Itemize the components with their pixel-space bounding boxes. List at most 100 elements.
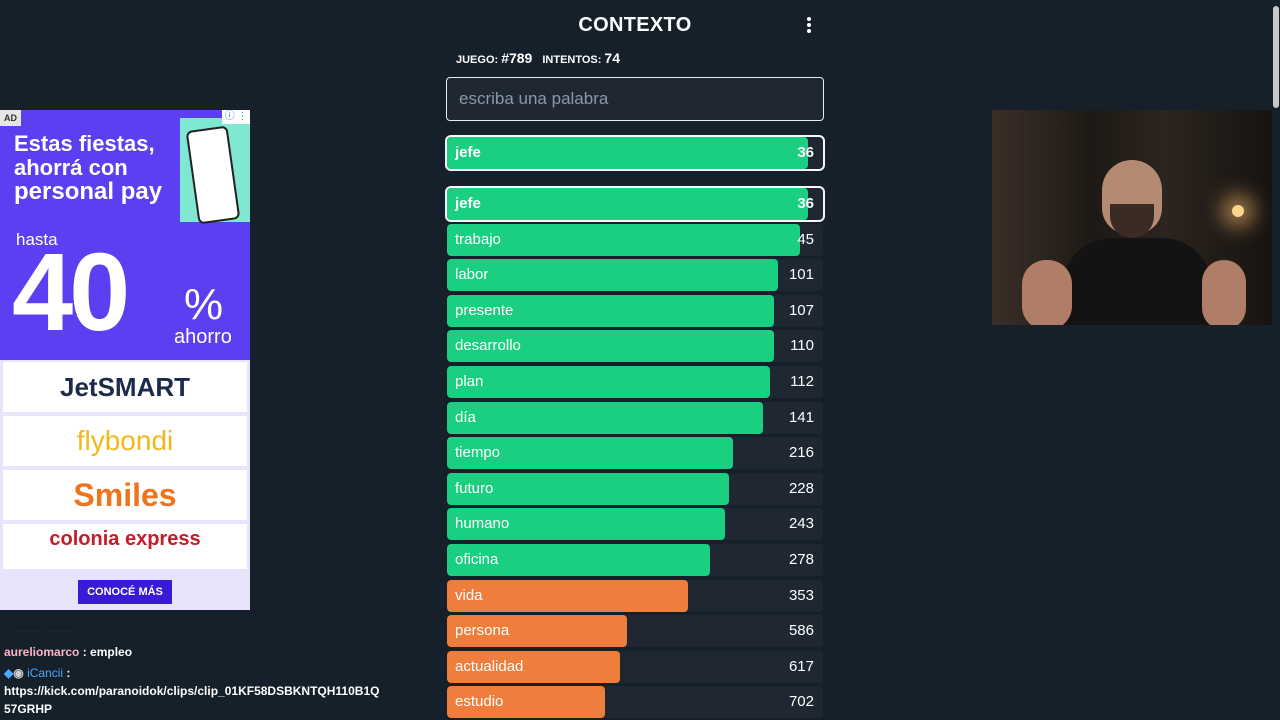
guess-rank: 36 bbox=[797, 195, 814, 212]
game-label: JUEGO: bbox=[456, 54, 499, 66]
guess-row: desarrollo 110 bbox=[447, 330, 823, 362]
guess-proximity-bar bbox=[447, 615, 628, 647]
guess-rank: 112 bbox=[790, 373, 814, 390]
guess-proximity-bar bbox=[447, 402, 763, 434]
guess-proximity-bar bbox=[447, 580, 688, 612]
ad-cta-button[interactable]: CONOCÉ MÁS bbox=[78, 580, 172, 604]
phone-illustration bbox=[180, 118, 250, 225]
chat-link[interactable]: https://kick.com/paranoidok/clips/clip_0… bbox=[4, 684, 380, 698]
guess-proximity-bar bbox=[447, 651, 620, 683]
last-guess-word: jefe bbox=[455, 144, 481, 161]
guess-word: labor bbox=[455, 266, 489, 283]
guess-rank: 216 bbox=[788, 444, 814, 461]
scrollbar-track[interactable] bbox=[1272, 0, 1280, 720]
guess-proximity-bar bbox=[447, 224, 801, 256]
guess-proximity-bar bbox=[447, 330, 775, 362]
app-title: CONTEXTO bbox=[578, 14, 692, 36]
guess-row: jefe 36 bbox=[445, 186, 825, 222]
guess-word: persona bbox=[455, 622, 510, 639]
guess-row: día 141 bbox=[447, 402, 823, 434]
guess-row: labor 101 bbox=[447, 259, 823, 291]
guess-word: trabajo bbox=[455, 231, 501, 248]
guess-rank: 141 bbox=[788, 409, 814, 426]
ad-headline-line: personal pay bbox=[14, 178, 163, 205]
guess-word: plan bbox=[455, 373, 484, 390]
guess-row: oficina 278 bbox=[447, 544, 823, 576]
chat-badge-icon: ◉ bbox=[13, 666, 24, 680]
three-dots-vertical-icon[interactable] bbox=[802, 17, 816, 37]
guess-word: día bbox=[455, 409, 476, 426]
guess-proximity-bar bbox=[447, 188, 808, 220]
webcam-overlay bbox=[992, 110, 1280, 325]
guess-row: trabajo 45 bbox=[447, 224, 823, 256]
game-number: #789 bbox=[501, 50, 533, 66]
guess-proximity-bar bbox=[447, 508, 726, 540]
ad-big-number: 40 bbox=[12, 231, 130, 354]
guess-row: persona 586 bbox=[447, 615, 823, 647]
brand-jetsmart-logo: JetSMART bbox=[3, 362, 247, 412]
chat-message: aureliomarco : empleo bbox=[4, 645, 133, 659]
guess-proximity-bar bbox=[447, 259, 778, 291]
guess-proximity-bar bbox=[447, 473, 729, 505]
guess-rank: 617 bbox=[788, 658, 814, 675]
guess-proximity-bar bbox=[447, 544, 711, 576]
guess-word: desarrollo bbox=[455, 337, 521, 354]
guess-row: estudio 702 bbox=[447, 686, 823, 718]
guess-word: tiempo bbox=[455, 444, 501, 461]
attempts-count: 74 bbox=[604, 50, 620, 66]
guess-word: humano bbox=[455, 515, 510, 532]
guess-word: jefe bbox=[455, 195, 481, 212]
guess-row: humano 243 bbox=[447, 508, 823, 540]
chat-badge-icon: ◆ bbox=[4, 666, 14, 680]
guess-rank: 586 bbox=[788, 622, 814, 639]
game-stats: JUEGO: #789 INTENTOS: 74 bbox=[456, 50, 630, 66]
guess-input[interactable] bbox=[446, 77, 824, 121]
guess-proximity-bar bbox=[447, 686, 605, 718]
attempts-label: INTENTOS: bbox=[542, 54, 602, 66]
scrollbar-thumb[interactable] bbox=[1273, 6, 1279, 108]
chat-username[interactable]: iCancii bbox=[27, 666, 64, 680]
guess-row: tiempo 216 bbox=[447, 437, 823, 469]
guess-row: vida 353 bbox=[447, 580, 823, 612]
guess-rank: 107 bbox=[788, 302, 814, 319]
ad-percent: % bbox=[184, 280, 224, 329]
guess-rank: 101 bbox=[788, 266, 814, 283]
ad-badge: AD bbox=[0, 110, 21, 126]
ad-headline-line: ahorrá con bbox=[14, 155, 128, 180]
last-guess-fill bbox=[447, 137, 808, 169]
guess-proximity-bar bbox=[447, 295, 775, 327]
ad-brands: JetSMART flybondi Smiles colonia express… bbox=[0, 360, 250, 610]
chat-message: ◆◉ iCancii : bbox=[4, 666, 71, 680]
chat-username[interactable]: aureliomarco bbox=[4, 645, 80, 659]
ad-headline: Estas fiestas, ahorrá con personal pay bbox=[14, 132, 162, 204]
guess-rank: 353 bbox=[788, 587, 814, 604]
advertisement[interactable]: AD ⓘ ⋮ Estas fiestas, ahorrá con persona… bbox=[0, 110, 250, 610]
chat-faded-line: ·· ······· ······· bbox=[4, 624, 75, 638]
ad-hasta: hasta bbox=[16, 230, 58, 249]
chat-link-continuation[interactable]: 57GRHP bbox=[4, 702, 53, 716]
last-guess-row: jefe 36 bbox=[445, 135, 825, 171]
guess-word: oficina bbox=[455, 551, 499, 568]
guess-word: presente bbox=[455, 302, 514, 319]
guess-rank: 702 bbox=[788, 693, 814, 710]
brand-colonia-express-logo: colonia express bbox=[3, 524, 247, 569]
chat-text: empleo bbox=[90, 645, 133, 659]
guess-row: presente 107 bbox=[447, 295, 823, 327]
guess-row: actualidad 617 bbox=[447, 651, 823, 683]
ad-info-icon[interactable]: ⓘ ⋮ bbox=[222, 110, 250, 124]
guess-word: vida bbox=[455, 587, 483, 604]
last-guess-score: 36 bbox=[797, 144, 814, 161]
guess-word: estudio bbox=[455, 693, 504, 710]
guess-row: plan 112 bbox=[447, 366, 823, 398]
guess-rank: 243 bbox=[788, 515, 814, 532]
guess-proximity-bar bbox=[447, 437, 733, 469]
brand-smiles-logo: Smiles bbox=[3, 470, 247, 520]
ad-ahorro: ahorro bbox=[174, 326, 232, 348]
guess-rank: 45 bbox=[797, 231, 814, 248]
guess-rank: 228 bbox=[788, 480, 814, 497]
guess-rank: 278 bbox=[788, 551, 814, 568]
ad-headline-line: Estas fiestas, bbox=[14, 131, 155, 156]
brand-flybondi-logo: flybondi bbox=[3, 416, 247, 466]
guess-rank: 110 bbox=[790, 337, 814, 354]
guess-proximity-bar bbox=[447, 366, 771, 398]
